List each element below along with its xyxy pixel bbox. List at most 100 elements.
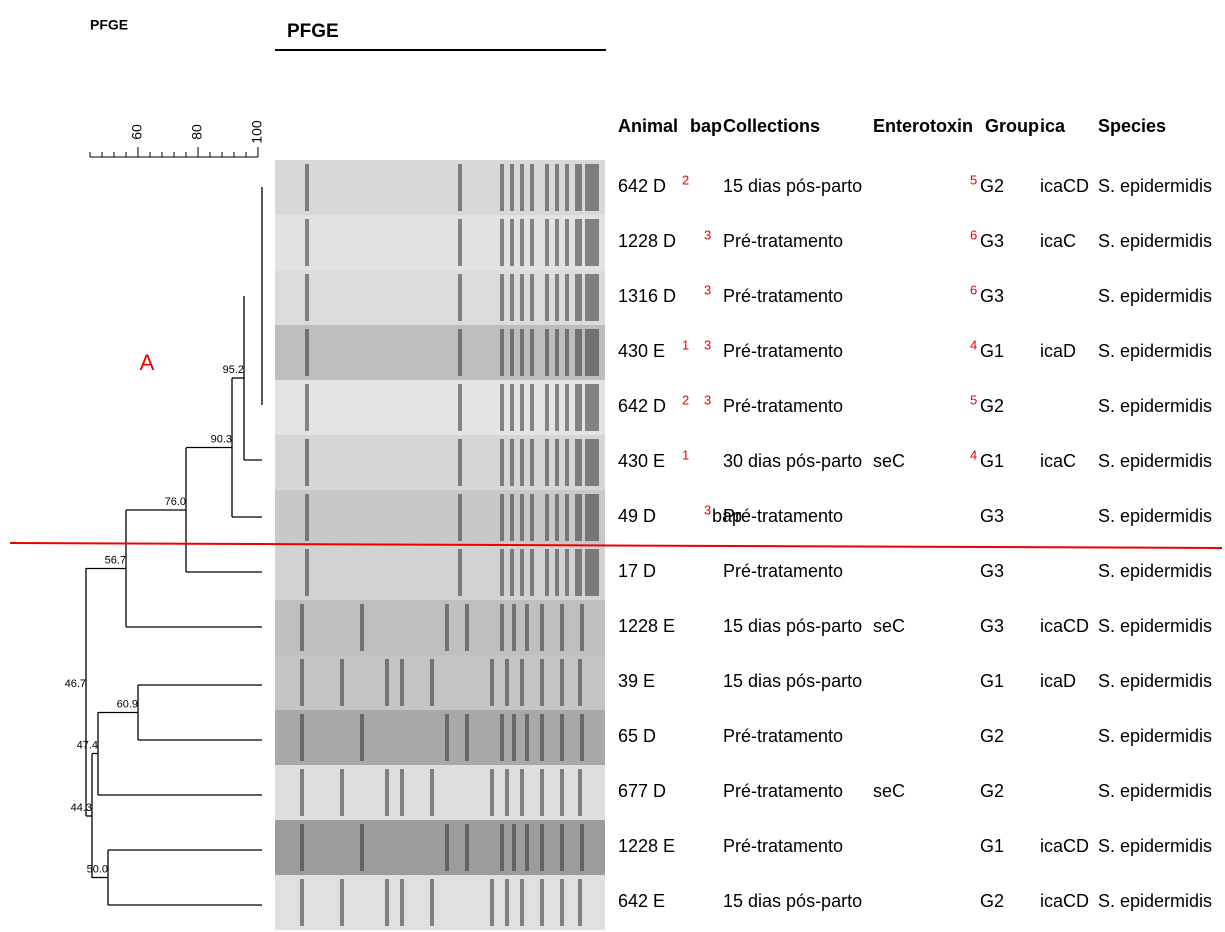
- node-label: 90.3: [211, 433, 232, 445]
- cell-animal: 677 D: [618, 781, 666, 801]
- cell-group: G3: [980, 561, 1004, 581]
- column-header: Group: [985, 116, 1039, 136]
- cell-species: S. epidermidis: [1098, 176, 1212, 196]
- gel-band: [592, 164, 599, 211]
- title-gel: PFGE: [287, 21, 339, 42]
- gel-band: [430, 879, 434, 926]
- gel-band: [592, 274, 599, 321]
- gel-band: [580, 604, 584, 651]
- gel-band: [340, 879, 344, 926]
- gel-band: [575, 274, 582, 321]
- gel-band: [520, 164, 524, 211]
- cell-group: G2: [980, 891, 1004, 911]
- gel-band: [540, 714, 544, 761]
- cell-species: S. epidermidis: [1098, 451, 1212, 471]
- gel-band: [555, 384, 559, 431]
- cell-ica: icaD: [1040, 341, 1076, 361]
- gel-band: [530, 219, 534, 266]
- gel-band: [400, 879, 404, 926]
- column-header: bap: [690, 116, 722, 136]
- scale-tick-label: 60: [129, 124, 145, 140]
- gel-lane: [275, 325, 605, 380]
- gel-band: [490, 769, 494, 816]
- cluster-label: A: [140, 350, 155, 375]
- gel-lane: [275, 435, 605, 490]
- cell-group: G1: [980, 451, 1004, 471]
- gel-band: [458, 494, 462, 541]
- gel-band: [490, 659, 494, 706]
- cell-group: G3: [980, 616, 1004, 636]
- gel-band: [512, 604, 516, 651]
- gel-band: [565, 494, 569, 541]
- gel-band: [305, 329, 309, 376]
- cell-animal: 642 D: [618, 176, 666, 196]
- gel-band: [575, 219, 582, 266]
- gel-band: [530, 494, 534, 541]
- cell-collection: Pré-tratamento: [723, 286, 843, 306]
- gel-band: [555, 274, 559, 321]
- gel-band: [545, 164, 549, 211]
- gel-band: [555, 219, 559, 266]
- cell-group: G3: [980, 506, 1004, 526]
- gel-band: [500, 494, 504, 541]
- gel-band: [592, 329, 599, 376]
- cell-animal: 1228 E: [618, 836, 675, 856]
- gel-band: [575, 384, 582, 431]
- gel-band: [520, 274, 524, 321]
- cell-group: G2: [980, 726, 1004, 746]
- gel-band: [510, 384, 514, 431]
- gel-band: [300, 604, 304, 651]
- gel-band: [555, 329, 559, 376]
- cell-group-sup: 4: [970, 447, 977, 462]
- cell-species: S. epidermidis: [1098, 836, 1212, 856]
- gel-band: [445, 604, 449, 651]
- gel-lane: [275, 875, 605, 930]
- cell-bap-sup: 3: [704, 502, 711, 517]
- gel-band: [530, 384, 534, 431]
- gel-band: [580, 824, 584, 871]
- gel-band: [505, 769, 509, 816]
- cell-group: G3: [980, 286, 1004, 306]
- node-label: 60.9: [117, 698, 138, 710]
- gel-band: [585, 219, 592, 266]
- gel-band: [580, 714, 584, 761]
- dendrogram: 95.2 90.3 76.0 56.7 60.9 47.4 50.0 44.3 46.7: [65, 187, 263, 906]
- cell-bap: bap: [712, 506, 742, 526]
- cell-ica: icaCD: [1040, 836, 1089, 856]
- cell-collection: 15 dias pós-parto: [723, 176, 862, 196]
- gel-lane: [275, 270, 605, 325]
- gel-band: [360, 604, 364, 651]
- gel-band: [300, 879, 304, 926]
- gel-band: [505, 879, 509, 926]
- cell-animal: 430 E: [618, 451, 665, 471]
- cell-enterotoxin: seC: [873, 451, 905, 471]
- gel-band: [585, 549, 592, 596]
- cell-collection: Pré-tratamento: [723, 506, 843, 526]
- gel-band: [592, 384, 599, 431]
- gel-band: [400, 769, 404, 816]
- gel-lane: [275, 600, 605, 655]
- gel-band: [500, 329, 504, 376]
- column-header: Species: [1098, 116, 1166, 136]
- gel-band: [385, 659, 389, 706]
- cell-ica: icaD: [1040, 671, 1076, 691]
- gel-band: [505, 659, 509, 706]
- gel-lane: [275, 380, 605, 435]
- cell-animal: 430 E: [618, 341, 665, 361]
- gel-band: [578, 659, 582, 706]
- gel-band: [540, 769, 544, 816]
- gel-band: [360, 824, 364, 871]
- cell-species: S. epidermidis: [1098, 616, 1212, 636]
- gel-band: [430, 659, 434, 706]
- cell-collection: Pré-tratamento: [723, 396, 843, 416]
- cell-group: G2: [980, 176, 1004, 196]
- cell-collection: Pré-tratamento: [723, 341, 843, 361]
- gel-band: [560, 604, 564, 651]
- gel-band: [530, 439, 534, 486]
- cell-collection: Pré-tratamento: [723, 836, 843, 856]
- cell-animal: 65 D: [618, 726, 656, 746]
- cell-collection: Pré-tratamento: [723, 781, 843, 801]
- gel-band: [560, 714, 564, 761]
- gel-lane: [275, 655, 605, 710]
- gel-band: [575, 494, 582, 541]
